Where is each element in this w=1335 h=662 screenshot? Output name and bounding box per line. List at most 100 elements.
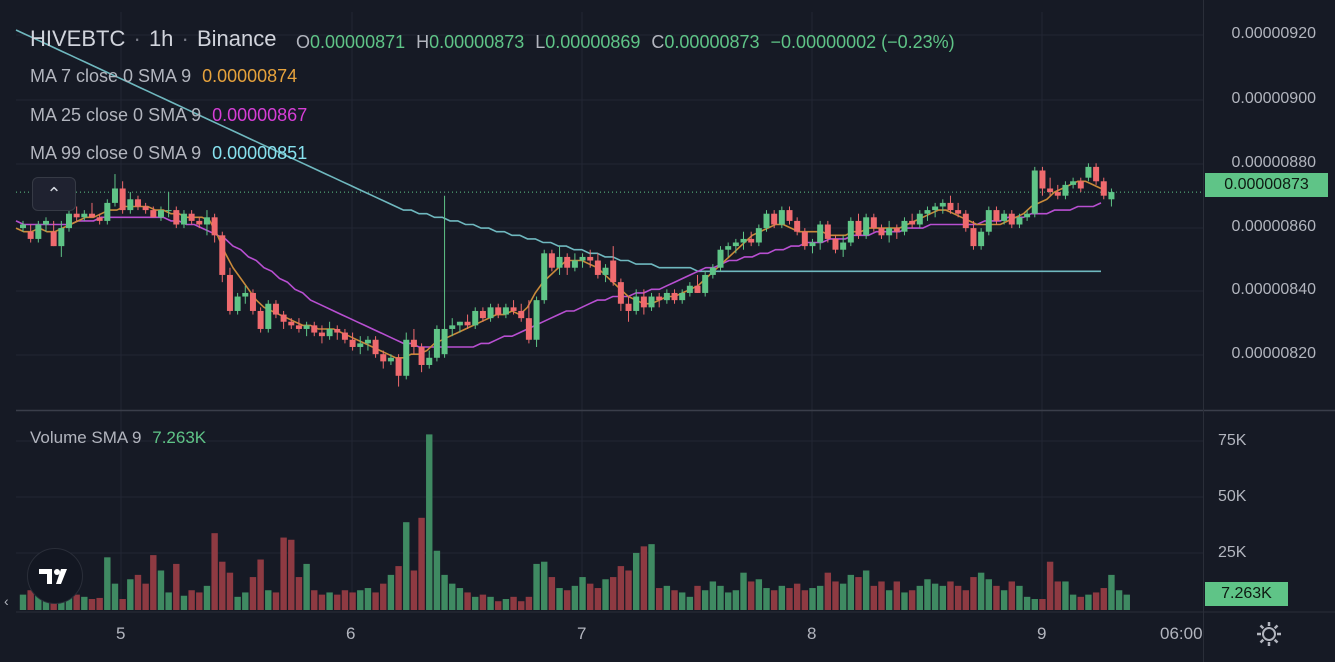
volume-bar (1077, 596, 1084, 610)
candle-body (364, 339, 371, 344)
candle-body (763, 213, 770, 229)
volume-bar (234, 596, 241, 610)
candle-body (203, 217, 210, 225)
volume-bar (1039, 599, 1046, 610)
price-tick: 0.00000900 (1231, 90, 1316, 107)
volume-bar (464, 592, 471, 610)
candle-body (817, 224, 824, 243)
volume-bar (602, 579, 609, 610)
volume-bar (747, 581, 755, 610)
volume-bar (1031, 599, 1038, 610)
time-tick: 9 (1037, 624, 1047, 643)
candle-body (1024, 213, 1031, 218)
candle-body (226, 274, 233, 311)
volume-bar (878, 581, 885, 610)
volume-bar (1108, 574, 1115, 610)
candle-body (916, 213, 923, 225)
volume-bar (663, 585, 671, 610)
volume-bar (433, 550, 441, 610)
volume-bar (548, 577, 556, 610)
candle-body (794, 220, 801, 232)
candle-body (778, 210, 785, 225)
candle-body (725, 246, 732, 250)
tradingview-logo-icon (39, 569, 67, 584)
candle-body (104, 202, 111, 221)
volume-bar (824, 572, 832, 610)
volume-bar (441, 574, 448, 610)
candle-body (786, 210, 793, 221)
volume-bar (763, 588, 770, 610)
candle-body (663, 292, 670, 301)
candle-body (985, 210, 992, 232)
ma25-legend[interactable]: MA 25 close 0 SMA 9 0.00000867 (30, 105, 307, 126)
volume-legend[interactable]: Volume SMA 9 7.263K (30, 428, 206, 448)
candle-body (809, 242, 816, 247)
exchange-label: Binance (197, 26, 277, 51)
volume-bar (801, 590, 809, 610)
candle-body (970, 228, 977, 247)
volume-bar (334, 594, 341, 610)
volume-bar (847, 574, 855, 610)
candle-body (702, 274, 709, 293)
candle-body (50, 231, 57, 247)
symbol-name[interactable]: HIVEBTC (30, 26, 126, 51)
candle-body (119, 188, 126, 211)
candle-body (487, 307, 494, 319)
candle-body (272, 303, 279, 315)
candle-body (1085, 166, 1092, 178)
candle-body (495, 307, 502, 315)
volume-bar (901, 592, 908, 610)
volume-bar (885, 590, 893, 610)
volume-bar (1000, 590, 1008, 610)
volume-bar (1115, 590, 1123, 610)
candle-body (679, 292, 686, 301)
ma99-legend[interactable]: MA 99 close 0 SMA 9 0.00000851 (30, 143, 307, 164)
price-tick: 0.00000840 (1231, 281, 1316, 298)
volume-bar (35, 595, 42, 610)
candle-body (587, 256, 594, 261)
candle-body (832, 238, 839, 250)
candle-body (27, 231, 34, 239)
volume-bar (349, 592, 356, 610)
candle-body (449, 325, 456, 329)
candle-body (288, 321, 295, 326)
candle-body (311, 325, 318, 333)
volume-bar (265, 590, 272, 610)
time-tick: 8 (807, 624, 817, 643)
volume-bar (579, 577, 586, 610)
volume-bar (640, 546, 648, 610)
collapse-legend-button[interactable]: ⌃ (32, 177, 76, 211)
candle-body (464, 321, 471, 326)
scroll-left-icon[interactable]: ‹ (4, 593, 9, 609)
volume-bar (571, 585, 579, 610)
volume-bar (403, 522, 410, 610)
volume-bar (1100, 588, 1107, 610)
tradingview-logo[interactable] (27, 548, 83, 604)
volume-bar (655, 588, 663, 610)
volume-bar (564, 590, 571, 610)
volume-bar (954, 585, 962, 610)
candle-body (441, 328, 448, 355)
volume-bar (311, 590, 318, 610)
candle-body (426, 357, 433, 365)
volume-bar (219, 561, 226, 610)
volume-bar (556, 588, 563, 610)
interval-label[interactable]: 1h (148, 26, 174, 51)
volume-bar (196, 592, 203, 610)
candle-body (947, 202, 954, 211)
ma7-legend[interactable]: MA 7 close 0 SMA 9 0.00000874 (30, 66, 297, 87)
ma25-line (15, 202, 1102, 348)
volume-bar (816, 585, 824, 610)
current-price-tag: 0.00000873 (1205, 173, 1328, 197)
candle-body (1108, 192, 1115, 200)
candle-body (755, 228, 762, 243)
high-value: 0.00000873 (429, 32, 525, 52)
volume-value: 7.263K (152, 428, 207, 447)
candle-body (656, 296, 663, 301)
ma7-value: 0.00000874 (202, 66, 298, 86)
chevron-up-icon: ⌃ (46, 184, 62, 204)
candle-body (188, 213, 195, 221)
settings-gear-icon[interactable] (1255, 620, 1283, 648)
candle-body (1008, 213, 1015, 225)
